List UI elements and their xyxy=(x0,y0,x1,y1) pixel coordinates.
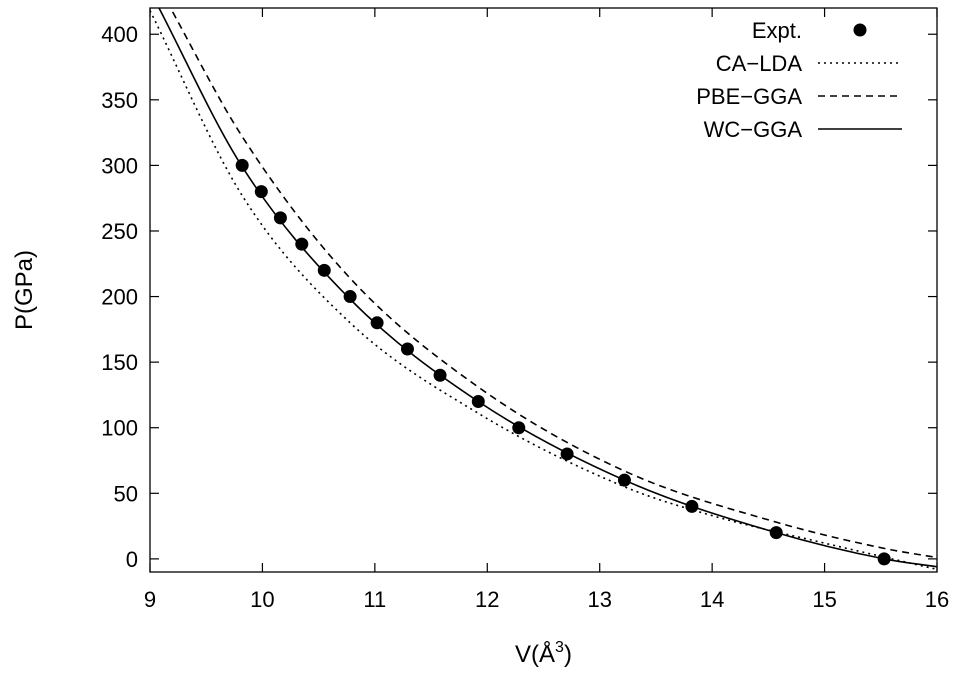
x-tick-label: 10 xyxy=(250,587,274,612)
y-tick-label: 150 xyxy=(101,350,138,375)
expt-points-layer xyxy=(235,158,891,566)
expt-point xyxy=(370,316,384,330)
expt-point xyxy=(617,473,631,487)
legend: Expt. CA−LDA PBE−GGA WC−GGA xyxy=(696,18,902,142)
y-axis-ticks: 0 50 100 150 200 250 300 350 400 xyxy=(101,22,937,572)
x-tick-label: 12 xyxy=(475,587,499,612)
legend-label: PBE−GGA xyxy=(696,84,802,109)
legend-label: Expt. xyxy=(752,18,802,43)
expt-point xyxy=(877,552,891,566)
legend-label: WC−GGA xyxy=(704,117,803,142)
plot-frame xyxy=(149,7,938,573)
y-tick-label: 350 xyxy=(101,88,138,113)
x-tick-label: 13 xyxy=(587,587,611,612)
expt-point xyxy=(471,394,485,408)
x-axis-ticks: 9 10 11 12 13 14 15 16 xyxy=(144,8,949,612)
y-tick-label: 50 xyxy=(114,481,138,506)
series-line-wc-gga xyxy=(158,8,937,568)
expt-point xyxy=(560,447,574,461)
expt-point xyxy=(295,237,309,251)
y-tick-label: 400 xyxy=(101,22,138,47)
expt-point xyxy=(512,421,526,435)
x-tick-label: 15 xyxy=(812,587,836,612)
curves-layer xyxy=(150,8,937,571)
series-line-ca-lda xyxy=(150,10,937,571)
series-line-pbe-gga xyxy=(169,8,937,559)
expt-point xyxy=(400,342,414,356)
expt-point xyxy=(254,185,268,199)
x-tick-label: 14 xyxy=(700,587,724,612)
expt-point xyxy=(273,211,287,225)
expt-point xyxy=(433,368,447,382)
y-tick-label: 300 xyxy=(101,153,138,178)
x-tick-label: 11 xyxy=(363,587,386,612)
expt-point xyxy=(317,263,331,277)
expt-point xyxy=(235,158,249,172)
x-tick-label: 9 xyxy=(144,587,156,612)
expt-point xyxy=(343,290,357,304)
y-tick-label: 200 xyxy=(101,285,138,310)
x-tick-label: 16 xyxy=(925,587,949,612)
x-axis-title: V(Å3) xyxy=(515,639,572,668)
y-tick-label: 0 xyxy=(126,547,138,572)
legend-label: CA−LDA xyxy=(716,51,803,76)
y-tick-label: 100 xyxy=(101,416,138,441)
y-axis-title: P(GPa) xyxy=(11,250,38,330)
y-tick-label: 250 xyxy=(101,219,138,244)
expt-point xyxy=(685,499,699,513)
expt-point xyxy=(769,526,783,540)
legend-marker xyxy=(853,23,867,37)
